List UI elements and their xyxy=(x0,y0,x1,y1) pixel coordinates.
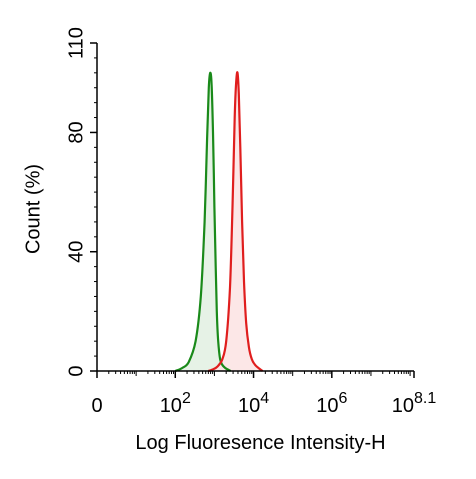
series-1-fill xyxy=(175,72,231,371)
y-tick-label-0: 0 xyxy=(65,365,87,376)
x-tick-label-0: 0 xyxy=(91,395,102,417)
series-2-fill xyxy=(208,72,263,371)
y-tick-label-1: 40 xyxy=(65,241,87,263)
series-1-line xyxy=(174,71,232,373)
y-tick-label-2: 80 xyxy=(65,121,87,143)
x-tick-label-1: 102 xyxy=(160,390,191,417)
series-2-line xyxy=(208,71,264,373)
x-tick-label-4: 108.1 xyxy=(392,390,437,417)
x-tick-label-3: 106 xyxy=(316,390,347,417)
y-tick-label-3: 110 xyxy=(65,27,87,59)
x-axis-label: Log Fluoresence Intensity-H xyxy=(135,432,385,454)
y-axis-label: Count (%) xyxy=(22,164,44,254)
x-tick-label-2: 104 xyxy=(238,390,269,417)
